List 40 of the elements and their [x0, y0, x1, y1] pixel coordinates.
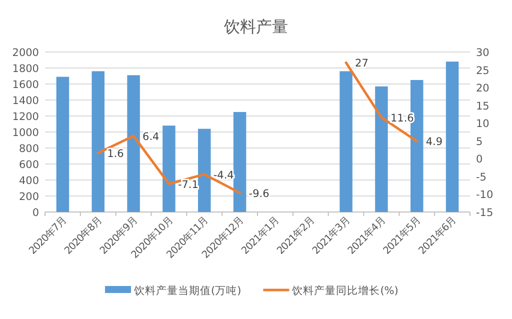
- y2-tick-label: 5: [476, 136, 483, 148]
- bar: [127, 75, 140, 212]
- y2-tick-label: 20: [476, 82, 490, 95]
- bar: [446, 62, 459, 212]
- bar: [233, 112, 246, 212]
- y-tick-label: 1200: [12, 111, 39, 123]
- y2-tick-label: -10: [476, 189, 494, 202]
- y-tick-label: 1400: [12, 95, 39, 107]
- bar: [92, 71, 104, 212]
- y2-tick-label: 15: [476, 100, 490, 112]
- data-label: -9.6: [248, 188, 270, 200]
- y-tick-label: 800: [18, 143, 39, 155]
- y-tick-label: 200: [18, 191, 39, 203]
- data-label: 1.6: [107, 148, 124, 160]
- y-tick-label: 0: [32, 207, 39, 219]
- bar: [340, 71, 352, 212]
- y-tick-label: 2000: [12, 47, 39, 59]
- data-label: -7.1: [178, 178, 198, 191]
- bar: [198, 128, 211, 212]
- data-label: 27: [355, 58, 368, 70]
- y-tick-label: 1800: [12, 63, 39, 75]
- data-label: 4.9: [426, 136, 443, 148]
- y-tick-label: 400: [18, 175, 39, 187]
- y2-tick-label: 10: [476, 118, 490, 130]
- data-label: 6.4: [142, 130, 160, 143]
- bar: [162, 126, 176, 212]
- y2-tick-label: 30: [476, 47, 490, 59]
- legend-label: 饮料产量同比增长(%): [291, 284, 398, 297]
- y2-tick-label: 0: [476, 154, 483, 166]
- chart-title: 饮料产量: [223, 17, 288, 36]
- y-tick-label: 1600: [12, 79, 39, 91]
- legend-label: 饮料产量当期值(万吨): [133, 284, 242, 297]
- y-tick-label: 1000: [12, 127, 39, 139]
- y2-tick-label: 25: [476, 64, 490, 77]
- y2-tick-label: -15: [476, 207, 494, 219]
- bar: [56, 76, 70, 212]
- data-label: -4.4: [213, 169, 234, 182]
- y-tick-label: 600: [18, 159, 39, 171]
- y2-tick-label: -5: [476, 171, 486, 184]
- bar: [375, 86, 388, 212]
